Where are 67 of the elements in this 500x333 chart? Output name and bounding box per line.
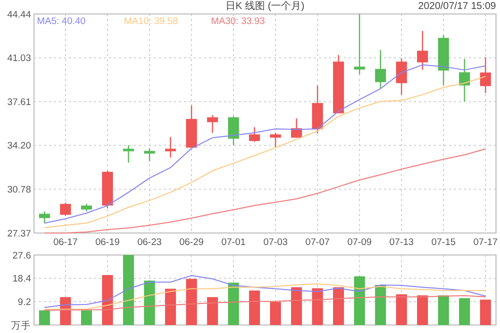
- bar: [81, 310, 92, 325]
- y-tick-label: 30.78: [7, 184, 31, 196]
- bar: [417, 295, 428, 325]
- candlestick: [417, 30, 428, 70]
- x-tick-label: 06-19: [95, 237, 120, 248]
- line-series: [44, 295, 486, 311]
- x-tick-label: 07-13: [389, 237, 414, 248]
- text: 2020/07/17 15:09: [418, 1, 496, 12]
- candlestick: [123, 144, 134, 164]
- candlestick: [60, 202, 71, 217]
- x-tick-label: 07-09: [347, 237, 372, 248]
- candlestick: [144, 148, 155, 162]
- bar: [207, 297, 218, 325]
- text: MA5: 40.40: [37, 16, 86, 27]
- bar: [186, 278, 197, 325]
- bar: [459, 298, 470, 325]
- candlestick: [249, 126, 260, 142]
- x-tick-label: 07-03: [263, 237, 288, 248]
- bar: [375, 284, 386, 325]
- line-series: [44, 148, 486, 234]
- x-tick-label: 07-15: [431, 237, 456, 248]
- bar: [480, 300, 491, 325]
- y-tick-label: 37.61: [7, 96, 31, 108]
- y-tick-label: 41.03: [7, 53, 31, 64]
- y-tick-label: 9.2: [18, 296, 31, 308]
- x-tick-label: 06-23: [137, 237, 162, 248]
- x-tick-label: 07-07: [305, 237, 330, 248]
- candlestick: [165, 136, 176, 158]
- bar: [228, 282, 239, 325]
- bar: [270, 302, 281, 325]
- x-tick-label: 07-17: [473, 237, 498, 248]
- line-series: [44, 283, 486, 310]
- x-tick-label: 06-17: [53, 237, 78, 248]
- bar: [165, 288, 176, 325]
- candlestick: [354, 13, 365, 75]
- chart-title: 日K 线图 (一个月): [226, 0, 304, 12]
- bar: [249, 290, 260, 325]
- x-tick-label: 07-01: [221, 237, 246, 248]
- text: MA30: 33.93: [211, 16, 265, 27]
- bar: [123, 255, 134, 325]
- candlestick: [396, 58, 407, 96]
- candlestick: [375, 49, 386, 90]
- candlestick: [39, 210, 50, 224]
- bar: [102, 275, 113, 325]
- y-tick-label: 万手: [11, 319, 31, 332]
- bar: [312, 288, 323, 325]
- candlestick: [207, 114, 218, 134]
- y-tick-label: 27.37: [7, 228, 31, 240]
- bar: [39, 310, 50, 325]
- x-tick-label: 06-29: [179, 237, 204, 248]
- y-tick-label: 44.44: [7, 9, 31, 20]
- y-tick-label: 27.6: [12, 250, 31, 262]
- bar: [438, 295, 449, 325]
- text: MA10: 39.58: [124, 16, 178, 27]
- bar: [144, 280, 155, 325]
- line-series: [44, 275, 486, 308]
- bar: [333, 287, 344, 325]
- candlestick: [228, 116, 239, 146]
- bar: [291, 287, 302, 325]
- candlestick: [270, 132, 281, 148]
- candlestick: [459, 58, 470, 102]
- y-tick-label: 18.4: [12, 274, 31, 285]
- bar: [60, 297, 71, 325]
- bar: [396, 294, 407, 325]
- bar: [354, 276, 365, 325]
- y-tick-label: 34.20: [7, 140, 31, 152]
- candlestick: [480, 56, 491, 94]
